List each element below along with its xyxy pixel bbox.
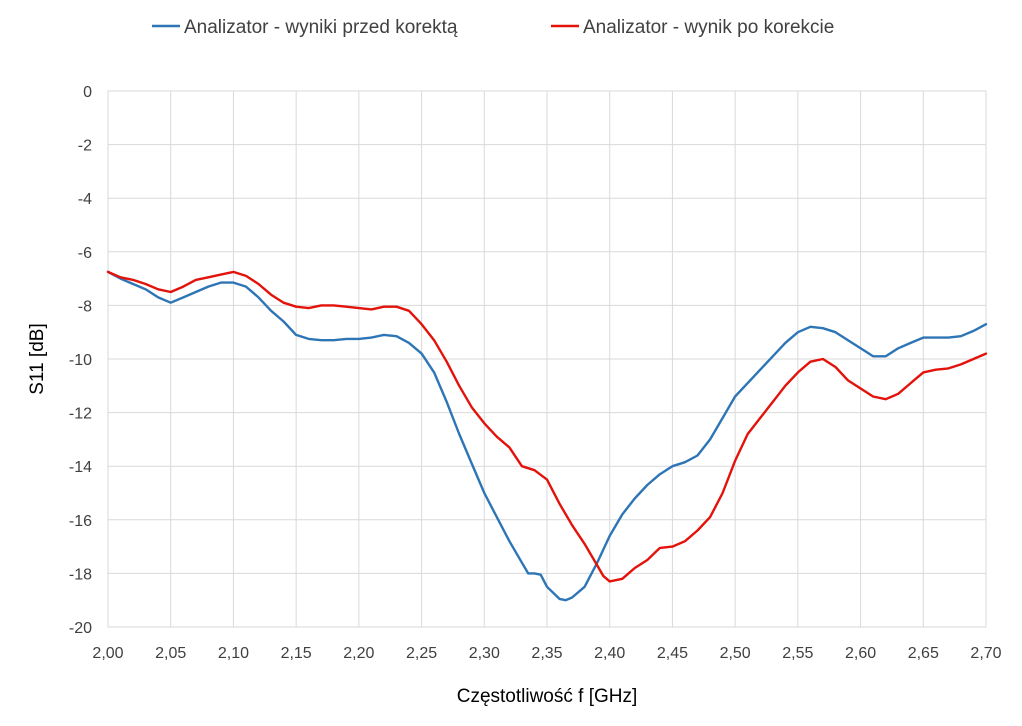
x-tick-label: 2,45 — [657, 645, 688, 662]
series-lines — [106, 270, 988, 602]
x-axis-title: Częstotliwość f [GHz] — [457, 686, 638, 707]
y-tick-label: -8 — [78, 298, 92, 315]
x-tick-label: 2,15 — [281, 645, 312, 662]
x-axis-tick-labels: 2,00 2,05 2,10 2,15 2,20 2,25 2,30 2,35 2,40 2,45… — [92, 645, 1001, 662]
y-tick-label: -2 — [78, 138, 92, 155]
y-axis-tick-labels: 0 -2 -4 -6 -8 -10 -12 -14 -16 -18 -20 — [69, 84, 92, 637]
y-tick-label: -6 — [78, 245, 92, 262]
x-tick-label: 2,10 — [218, 645, 249, 662]
x-tick-label: 2,70 — [970, 645, 1001, 662]
x-tick-label: 2,55 — [782, 645, 813, 662]
legend: Analizator - wyniki przed korektą Analiza… — [152, 17, 834, 38]
grid — [107, 90, 987, 628]
x-tick-label: 2,00 — [92, 645, 123, 662]
series-line-1 — [106, 270, 988, 602]
y-tick-label: -12 — [69, 406, 92, 423]
plot-area-frame — [107, 90, 987, 628]
y-axis-title: S11 [dB] — [27, 323, 48, 394]
y-tick-label: -14 — [69, 459, 92, 476]
x-tick-label: 2,05 — [155, 645, 186, 662]
x-tick-label: 2,60 — [845, 645, 876, 662]
legend-label-2: Analizator - wynik po korekcie — [583, 17, 834, 38]
x-tick-label: 2,40 — [594, 645, 625, 662]
x-tick-label: 2,20 — [343, 645, 374, 662]
x-tick-label: 2,50 — [720, 645, 751, 662]
series-line-2 — [106, 270, 988, 583]
x-tick-label: 2,65 — [908, 645, 939, 662]
y-tick-label: -16 — [69, 513, 92, 530]
y-tick-label: -18 — [69, 566, 92, 583]
y-tick-label: -20 — [69, 620, 92, 637]
x-tick-label: 2,35 — [531, 645, 562, 662]
x-tick-label: 2,30 — [469, 645, 500, 662]
y-tick-label: -4 — [78, 191, 92, 208]
legend-label-1: Analizator - wyniki przed korektą — [184, 17, 458, 38]
y-tick-label: 0 — [83, 84, 92, 101]
x-tick-label: 2,25 — [406, 645, 437, 662]
y-tick-label: -10 — [69, 352, 92, 369]
